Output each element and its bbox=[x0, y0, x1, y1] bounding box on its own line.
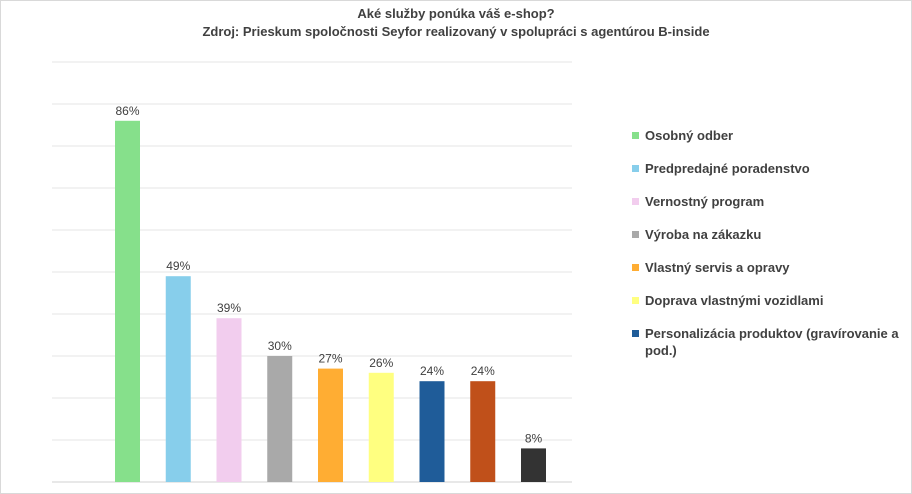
legend-label: Predpredajné poradenstvo bbox=[645, 161, 810, 176]
bar bbox=[419, 381, 445, 482]
data-label: 30% bbox=[268, 339, 292, 353]
legend-label: Vernostný program bbox=[645, 194, 765, 209]
bar bbox=[521, 448, 546, 482]
legend-item: Personalizácia produktov (gravírovanie a… bbox=[632, 325, 902, 359]
legend-item: Doprava vlastnými vozidlami bbox=[632, 292, 902, 309]
legend-swatch bbox=[632, 165, 639, 172]
legend-label: Výroba na zákazku bbox=[645, 227, 762, 242]
bar bbox=[318, 368, 343, 482]
bar bbox=[115, 120, 140, 483]
legend-swatch bbox=[632, 264, 639, 271]
data-label: 8% bbox=[525, 431, 543, 445]
legend-swatch bbox=[632, 330, 639, 337]
legend-label: Doprava vlastnými vozidlami bbox=[645, 293, 824, 308]
legend-swatch bbox=[632, 132, 639, 139]
legend-swatch bbox=[632, 297, 639, 304]
legend-item: Osobný odber bbox=[632, 127, 902, 144]
legend-swatch bbox=[632, 231, 639, 238]
chart-title: Aké služby ponúka váš e-shop? bbox=[357, 6, 555, 21]
legend-item: Výroba na zákazku bbox=[632, 226, 902, 243]
data-label: 49% bbox=[166, 259, 190, 273]
data-label: 26% bbox=[369, 356, 393, 370]
bar bbox=[165, 276, 191, 482]
legend-label: Osobný odber bbox=[645, 128, 734, 143]
legend-item: Predpredajné poradenstvo bbox=[632, 160, 902, 177]
legend-item: Vlastný servis a opravy bbox=[632, 259, 902, 276]
data-label: 24% bbox=[420, 364, 444, 378]
chart-subtitle: Zdroj: Prieskum spoločnosti Seyfor reali… bbox=[202, 24, 710, 39]
data-label: 27% bbox=[318, 352, 342, 366]
data-label: 86% bbox=[115, 104, 139, 118]
chart-titles: Aké služby ponúka váš e-shop? Zdroj: Pri… bbox=[0, 5, 912, 41]
legend-swatch bbox=[632, 198, 639, 205]
legend-label: Vlastný servis a opravy bbox=[645, 260, 790, 275]
data-label: 39% bbox=[217, 301, 241, 315]
bar bbox=[368, 372, 394, 482]
bar bbox=[470, 381, 496, 482]
bar bbox=[216, 318, 242, 482]
bar bbox=[267, 356, 293, 482]
legend-label: Personalizácia produktov (gravírovanie a… bbox=[645, 326, 899, 358]
legend-item: Vernostný program bbox=[632, 193, 902, 210]
data-label: 24% bbox=[471, 364, 495, 378]
